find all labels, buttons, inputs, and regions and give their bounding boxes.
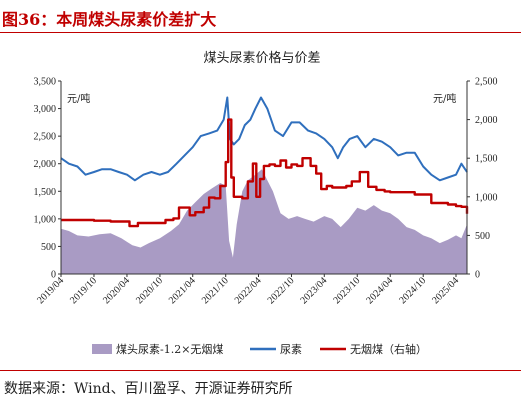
- x-tick-label: 2024/10: [397, 275, 428, 306]
- urea-spread-chart: 煤头尿素价格与价差 0 500 1,000 1,500 2,000 2,500 3,000 3…: [34, 50, 498, 356]
- chart-title: 煤头尿素价格与价差: [203, 50, 320, 66]
- legend-label: 无烟煤（右轴）: [350, 342, 427, 356]
- legend: 煤头尿素-1.2×无烟煤 尿素 无烟煤（右轴）: [92, 342, 427, 356]
- right-tick-label: 0: [475, 270, 480, 281]
- left-axis-unit: 元/吨: [67, 92, 90, 105]
- x-tick-label: 2022/10: [266, 275, 297, 306]
- x-tick-label: 2020/04: [101, 275, 132, 306]
- legend-label: 尿素: [280, 343, 302, 356]
- left-tick-label: 2,500: [34, 132, 57, 143]
- legend-label: 煤头尿素-1.2×无烟煤: [116, 342, 223, 356]
- x-tick-label: 2019/10: [68, 275, 99, 306]
- legend-item-anthracite: 无烟煤（右轴）: [320, 342, 427, 356]
- x-tick-label: 2021/10: [200, 275, 231, 306]
- right-tick-label: 2,500: [475, 77, 498, 88]
- series-line-anthracite: [61, 118, 469, 228]
- right-axis-unit: 元/吨: [433, 92, 456, 105]
- figure-caption: 图36：本周煤头尿素价差扩大: [2, 10, 217, 29]
- caption-rule: [0, 32, 521, 33]
- legend-item-spread: 煤头尿素-1.2×无烟煤: [92, 342, 223, 356]
- left-tick-label: 3,000: [34, 104, 57, 115]
- x-tick-label: 2020/10: [134, 275, 165, 306]
- left-tick-label: 2,000: [34, 159, 57, 170]
- x-tick-label: 2021/04: [167, 275, 198, 306]
- plot-area: [60, 96, 469, 274]
- left-tick-label: 0: [51, 270, 56, 281]
- x-tick-label: 2025/04: [430, 275, 461, 306]
- left-tick-label: 500: [41, 242, 56, 253]
- legend-item-urea: 尿素: [250, 343, 302, 356]
- left-tick-label: 1,000: [34, 214, 57, 225]
- x-tick-label: 2023/10: [331, 275, 362, 306]
- legend-swatch: [92, 344, 112, 354]
- right-tick-label: 1,500: [475, 154, 498, 165]
- right-tick-label: 500: [475, 231, 490, 242]
- x-tick-label: 2023/04: [298, 275, 329, 306]
- series-line-urea: [60, 96, 468, 182]
- right-tick-label: 2,000: [475, 115, 498, 126]
- left-tick-label: 3,500: [34, 77, 57, 88]
- source-rule: [0, 370, 521, 371]
- x-tick-label: 2022/04: [233, 275, 264, 306]
- x-tick-label: 2024/04: [364, 275, 395, 306]
- right-tick-label: 1,000: [475, 192, 498, 203]
- data-source: 数据来源：Wind、百川盈孚、开源证券研究所: [4, 381, 293, 397]
- series-area-spread: [61, 169, 467, 274]
- left-tick-label: 1,500: [34, 187, 57, 198]
